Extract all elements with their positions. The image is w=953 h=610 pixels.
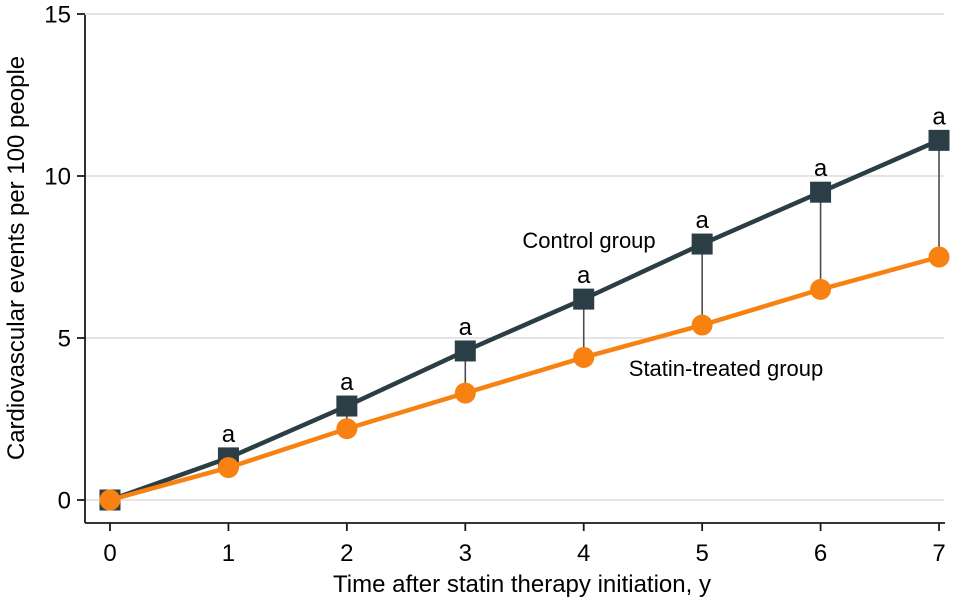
significance-annotations: a a a a a a a xyxy=(222,103,947,448)
x-axis-title: Time after statin therapy initiation, y xyxy=(333,571,711,598)
series-label-control-group: Control group xyxy=(522,228,655,253)
x-tick-label-0: 0 xyxy=(103,540,116,567)
control-marker-x-5 xyxy=(691,233,713,255)
annotation-a-x-5: a xyxy=(695,207,709,234)
gridlines xyxy=(85,13,944,501)
annotation-a-x-7: a xyxy=(932,103,946,130)
y-axis-title: Cardiovascular events per 100 people xyxy=(3,56,30,460)
statin-treated-line xyxy=(109,254,940,503)
annotation-a-x-3: a xyxy=(459,314,473,341)
control-marker-x-3 xyxy=(454,340,476,362)
statin-marker-x-2 xyxy=(336,418,358,440)
control-marker-x-6 xyxy=(810,181,832,203)
axes xyxy=(84,15,945,524)
control-group-line xyxy=(109,138,940,503)
y-tick-label-15: 15 xyxy=(44,2,71,29)
statin-marker-x-3 xyxy=(454,382,476,404)
annotation-a-x-2: a xyxy=(340,369,354,396)
statin-marker-x-0 xyxy=(99,489,121,511)
statin-marker-x-5 xyxy=(691,314,713,336)
y-tick-label-5: 5 xyxy=(58,326,71,353)
control-marker-x-4 xyxy=(573,288,595,310)
x-tick-label-4: 4 xyxy=(577,540,590,567)
annotation-a-x-1: a xyxy=(222,421,236,448)
statin-marker-x-6 xyxy=(810,278,832,300)
annotation-a-x-6: a xyxy=(814,155,828,182)
x-tick-label-1: 1 xyxy=(222,540,235,567)
statin-marker-x-7 xyxy=(928,246,950,268)
x-tick-label-7: 7 xyxy=(932,540,945,567)
control-marker-x-7 xyxy=(928,129,950,151)
series-label-statin-treated-group: Statin-treated group xyxy=(629,356,823,381)
x-tick-label-6: 6 xyxy=(814,540,827,567)
tick-marks-and-labels: 0 5 10 15 0 1 2 3 4 5 6 7 xyxy=(44,2,945,568)
x-tick-label-2: 2 xyxy=(340,540,353,567)
x-tick-label-3: 3 xyxy=(459,540,472,567)
y-tick-label-10: 10 xyxy=(44,164,71,191)
x-tick-label-5: 5 xyxy=(695,540,708,567)
statin-marker-x-4 xyxy=(573,346,595,368)
y-tick-label-0: 0 xyxy=(58,488,71,515)
statin-marker-x-1 xyxy=(217,457,239,479)
annotation-a-x-4: a xyxy=(577,262,591,289)
control-marker-x-2 xyxy=(336,395,358,417)
data-series xyxy=(99,129,950,511)
